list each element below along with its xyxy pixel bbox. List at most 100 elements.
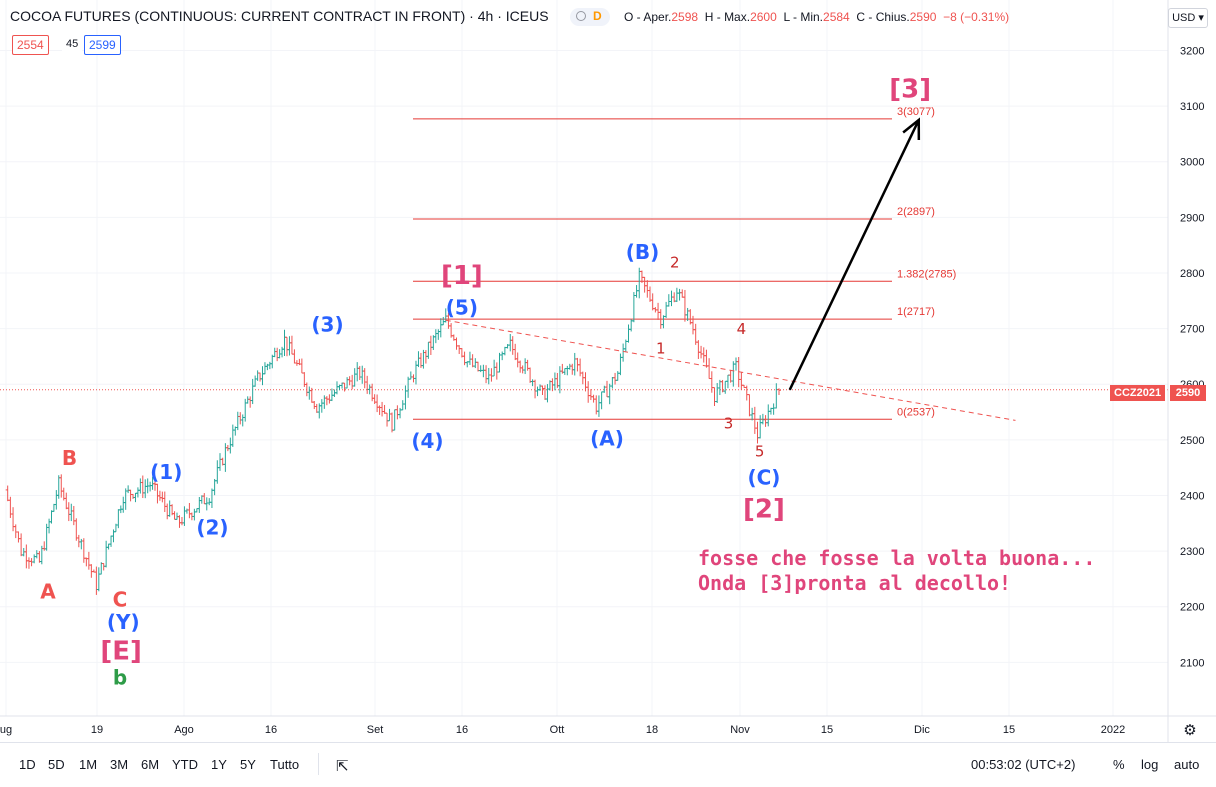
- wave-label: C: [113, 588, 128, 612]
- goto-date-icon[interactable]: ⇱: [336, 758, 349, 775]
- level-label: 0(2537): [897, 406, 935, 418]
- x-tick-label: Nov: [730, 724, 750, 736]
- x-tick-label: 18: [646, 724, 658, 736]
- level-label: 1(2717): [897, 306, 935, 318]
- wave-label: (C): [747, 465, 780, 489]
- x-tick-label: Ott: [550, 724, 565, 736]
- range-ytd[interactable]: YTD: [172, 757, 198, 772]
- spread-value: 45: [62, 35, 83, 53]
- fib-levels: 3(3077) 2(2897) 1.382(2785) 1(2717) 0(2537): [0, 106, 1168, 420]
- wave-label: (B): [626, 240, 660, 264]
- chart-grid: [0, 0, 1168, 716]
- y-tick-label: 2200: [1180, 602, 1204, 614]
- toolbar-divider: [318, 753, 319, 775]
- x-tick-label: 19: [91, 724, 103, 736]
- range-1y[interactable]: 1Y: [211, 757, 227, 772]
- close-value: 2590: [909, 10, 937, 24]
- x-tick-label: Ago: [174, 724, 194, 736]
- wave-labels: A B C(Y) [E]b (1) (2) (3) (4) (5) [1] (A) (B) 2 1 4 3 5 (…: [40, 75, 931, 690]
- annotation-note: fosse che fosse la volta buona... Onda […: [698, 546, 1095, 596]
- price-chart[interactable]: 3(3077)2(2897)1.382(2785)1(2717)0(2537) …: [0, 0, 1216, 742]
- y-tick-label: 2100: [1180, 657, 1204, 669]
- ohlc-values: O - Aper.2598 H - Max.2600 L - Min.2584 …: [624, 10, 1009, 24]
- wave-label: A: [40, 579, 56, 603]
- chevron-down-icon: ▾: [1198, 12, 1204, 24]
- currency-select[interactable]: USD ▾: [1168, 8, 1208, 28]
- wave-label: (4): [411, 429, 443, 453]
- data-status-pill[interactable]: D: [570, 8, 610, 26]
- y-tick-label: 3200: [1180, 45, 1204, 57]
- high-label: H - Max.: [704, 10, 751, 24]
- y-tick-label: 2300: [1180, 546, 1204, 558]
- log-toggle[interactable]: log: [1141, 757, 1159, 772]
- interval-label[interactable]: 4h: [477, 8, 494, 24]
- x-tick-label: Dic: [914, 724, 930, 736]
- wave-label: [2]: [743, 495, 785, 525]
- low-value: 2584: [823, 10, 850, 24]
- settings-icon: ⚙: [1183, 722, 1196, 739]
- drawings: [445, 117, 1016, 421]
- wave-label: 3: [724, 415, 734, 433]
- x-tick-label: 2022: [1101, 724, 1125, 736]
- delayed-badge: D: [593, 9, 602, 23]
- wave-label: (Y): [107, 610, 140, 634]
- note-line-1: fosse che fosse la volta buona...: [698, 546, 1096, 570]
- open-value: 2598: [671, 10, 699, 24]
- percent-toggle[interactable]: %: [1113, 757, 1125, 772]
- high-value: 2600: [750, 10, 777, 24]
- y-tick-label: 2900: [1180, 212, 1204, 224]
- symbol-price-tag: CCZ2021: [1110, 385, 1166, 401]
- wave-label: B: [62, 446, 77, 470]
- wave-label: b: [113, 666, 127, 690]
- axes: 2100 2200 2300 2400 2500 2600 2700 2800 2900 3000…: [0, 0, 1216, 742]
- bottom-toolbar: 1D 5D 1M 3M 6M YTD 1Y 5Y Tutto ⇱ 00:53:0…: [0, 742, 1216, 787]
- sell-button[interactable]: 2554: [12, 35, 49, 55]
- wave-label: 4: [737, 320, 747, 338]
- auto-toggle[interactable]: auto: [1174, 757, 1200, 772]
- range-5d[interactable]: 5D: [48, 757, 65, 772]
- ohlc-bars: [5, 267, 781, 595]
- circle-icon: [576, 11, 586, 21]
- price-tag-symbol: CCZ2021: [1114, 387, 1162, 399]
- range-5y[interactable]: 5Y: [240, 757, 256, 772]
- symbol-title[interactable]: COCOA FUTURES (CONTINUOUS: CURRENT CONTR…: [10, 8, 466, 24]
- y-tick-label: 2800: [1180, 268, 1204, 280]
- arrow-head-icon: [902, 117, 921, 140]
- range-all[interactable]: Tutto: [270, 757, 300, 772]
- buy-button[interactable]: 2599: [84, 35, 121, 55]
- y-tick-label: 3000: [1180, 157, 1204, 169]
- wave-label: (1): [150, 460, 182, 484]
- currency-label: USD: [1172, 12, 1196, 24]
- y-tick-label: 2700: [1180, 324, 1204, 336]
- wave-label: 5: [755, 443, 765, 461]
- chart-title-bar: COCOA FUTURES (CONTINUOUS: CURRENT CONTR…: [10, 8, 549, 24]
- change-value: −8 (−0.31%): [943, 10, 1010, 24]
- note-line-2: Onda [3]pronta al decollo!: [698, 571, 1012, 595]
- trendline: [445, 319, 1016, 421]
- level-label: 2(2897): [897, 206, 935, 218]
- low-label: L - Min.: [783, 10, 824, 24]
- y-tick-label: 3100: [1180, 101, 1204, 113]
- wave-label: 1: [656, 340, 666, 358]
- range-1m[interactable]: 1M: [79, 757, 98, 772]
- x-tick-label: 15: [1003, 724, 1015, 736]
- wave-label: (3): [311, 312, 343, 336]
- y-tick-label: 2500: [1180, 435, 1204, 447]
- wave-label: [3]: [889, 75, 931, 105]
- level-label: 3(3077): [897, 106, 935, 118]
- wave-label: [1]: [441, 261, 483, 291]
- level-label: 1.382(2785): [897, 268, 956, 280]
- price-tag-value: 2590: [1175, 387, 1201, 399]
- clock-readout[interactable]: 00:53:02 (UTC+2): [971, 757, 1076, 772]
- x-tick-label: Set: [367, 724, 384, 736]
- range-6m[interactable]: 6M: [141, 757, 160, 772]
- range-3m[interactable]: 3M: [110, 757, 129, 772]
- x-tick-label: 16: [456, 724, 468, 736]
- exchange-label: ICEUS: [505, 8, 549, 24]
- current-price-tag: 2590: [1170, 385, 1206, 401]
- wave-label: (A): [590, 426, 624, 450]
- target-arrow: [788, 119, 920, 391]
- x-tick-label: 16: [265, 724, 277, 736]
- range-1d[interactable]: 1D: [19, 757, 36, 772]
- wave-label: 2: [670, 253, 680, 271]
